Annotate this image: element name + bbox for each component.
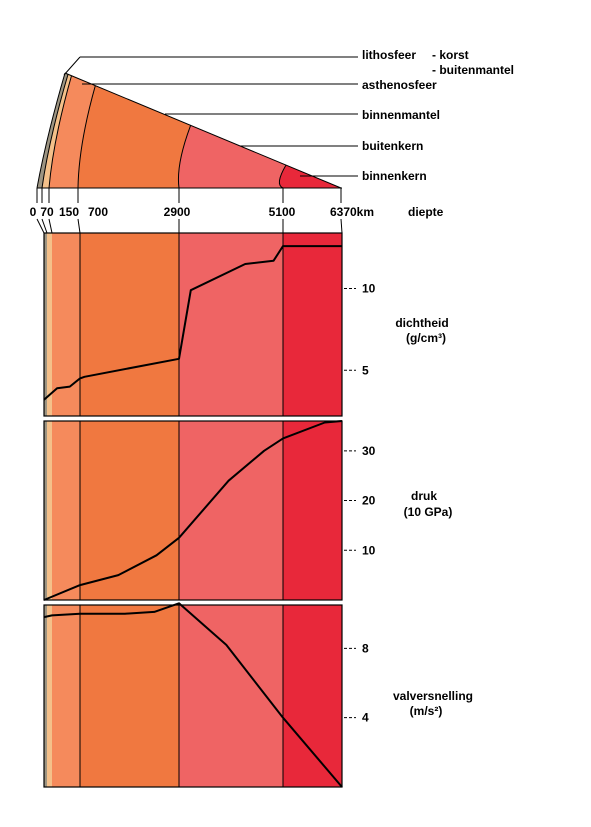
- label-inner-core: binnenkern: [362, 169, 427, 183]
- panel-band-crust: [44, 605, 47, 787]
- density-panel: 5 10: [43, 232, 376, 417]
- label-asthenosphere: asthenosfeer: [362, 78, 437, 92]
- depth-connector: [41, 218, 48, 234]
- wedge-boundary: [77, 85, 96, 189]
- wedge-boundary: [177, 125, 192, 189]
- depth-connector: [48, 218, 53, 234]
- panel-band-inner-mantle: [80, 605, 179, 787]
- y-tick-label: 10: [362, 543, 376, 557]
- y-tick-label: 20: [362, 494, 376, 508]
- y-tick-label: 5: [362, 363, 369, 377]
- panel-band-outer-core: [179, 233, 283, 416]
- wedge-boundary: [278, 164, 287, 189]
- depth-connector: [77, 218, 81, 234]
- pressure-unit: (10 GPa): [404, 505, 453, 519]
- wedge-band-inner-core: [279, 165, 341, 188]
- gravity-unit: (m/s²): [410, 704, 443, 718]
- panel-band-lithosphere-mantle: [47, 605, 52, 787]
- y-tick-label: 8: [362, 641, 369, 655]
- depth-axis-title: diepte: [408, 205, 444, 219]
- earth-cross-section-wedge: [36, 56, 358, 189]
- panel-band-crust: [44, 233, 47, 416]
- depth-tick-2900: 2900: [164, 205, 191, 219]
- depth-tick-0: 0: [30, 205, 37, 219]
- depth-tick-700: 700: [88, 205, 108, 219]
- gravity-panel: 48: [43, 602, 369, 788]
- wedge-surface-edge: [64, 72, 342, 189]
- panel-band-lithosphere-mantle: [47, 233, 52, 416]
- depth-tick-70: 70: [40, 205, 54, 219]
- density-title: dichtheid: [395, 316, 448, 330]
- gravity-title: valversnelling: [393, 689, 473, 703]
- panel-band-inner-mantle: [80, 421, 179, 600]
- panel-band-asthenosphere: [52, 421, 80, 600]
- y-tick-label: 10: [362, 282, 376, 296]
- label-outer-mantle: - buitenmantel: [432, 63, 514, 77]
- wedge-boundary: [48, 75, 72, 189]
- panel-band-lithosphere-mantle: [47, 421, 52, 600]
- panel-band-inner-core: [283, 605, 342, 787]
- wedge-band-inner-mantle: [78, 85, 191, 188]
- panel-band-asthenosphere: [52, 605, 80, 787]
- label-crust: - korst: [432, 48, 469, 62]
- depth-connector: [340, 218, 343, 234]
- label-leader-line: [63, 56, 81, 76]
- y-tick-label: 4: [362, 711, 369, 725]
- wedge-boundary: [41, 74, 69, 189]
- depth-tick-5100: 5100: [269, 205, 296, 219]
- pressure-title: druk: [411, 489, 437, 503]
- y-tick-label: 30: [362, 444, 376, 458]
- depth-connector: [36, 218, 45, 234]
- label-lithosphere: lithosfeer: [362, 48, 416, 62]
- panel-band-inner-core: [283, 233, 342, 416]
- wedge-band-outer-core: [178, 125, 286, 188]
- wedge-boundary: [36, 72, 66, 189]
- data-line-valversnelling: [43, 602, 343, 788]
- depth-tick-6370km: 6370km: [330, 205, 374, 219]
- data-line-dichtheid: [43, 245, 342, 401]
- density-unit: (g/cm³): [406, 331, 446, 345]
- label-inner-mantle: binnenmantel: [362, 108, 440, 122]
- layer-labels: lithosfeer - korst - buitenmantel asthen…: [362, 48, 514, 183]
- data-line-druk: [43, 420, 343, 601]
- panel-band-crust: [44, 421, 47, 600]
- depth-tick-150: 150: [59, 205, 79, 219]
- panel-band-inner-core: [283, 421, 342, 600]
- panel-band-outer-core: [179, 605, 283, 787]
- panel-frame: [43, 232, 343, 417]
- panel-frame: [43, 604, 343, 788]
- panel-frame: [43, 420, 343, 601]
- depth-axis: 0 70 150 700 2900 5100 6370km diepte: [30, 188, 444, 234]
- pressure-panel: 10 20 30: [43, 420, 376, 601]
- wedge-band-asthenosphere: [49, 75, 96, 188]
- panel-band-inner-mantle: [80, 233, 179, 416]
- panel-band-asthenosphere: [52, 233, 80, 416]
- label-outer-core: buitenkern: [362, 139, 423, 153]
